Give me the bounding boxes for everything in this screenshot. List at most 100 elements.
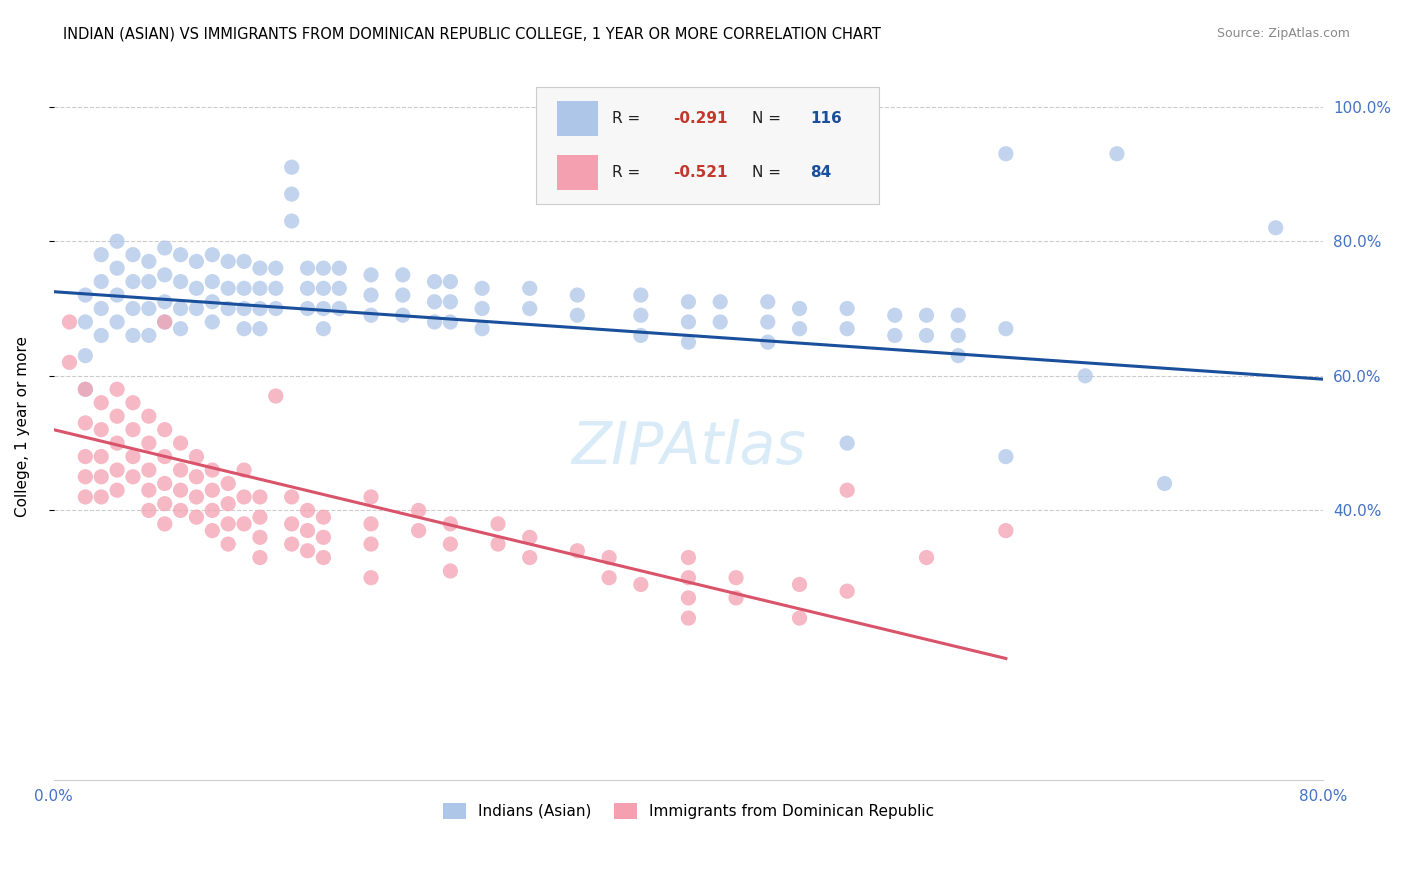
- Point: [249, 550, 271, 565]
- Point: [486, 537, 509, 551]
- Point: [75, 382, 97, 396]
- Point: [169, 275, 191, 289]
- Point: [948, 308, 970, 322]
- Point: [1264, 220, 1286, 235]
- Point: [217, 301, 239, 316]
- Point: [883, 308, 905, 322]
- Point: [217, 476, 239, 491]
- Point: [312, 301, 335, 316]
- Point: [1105, 146, 1128, 161]
- Point: [122, 301, 145, 316]
- Point: [90, 490, 112, 504]
- Point: [153, 450, 176, 464]
- Point: [201, 315, 224, 329]
- Point: [90, 301, 112, 316]
- Point: [138, 301, 160, 316]
- Point: [233, 281, 256, 295]
- Point: [75, 382, 97, 396]
- Point: [153, 268, 176, 282]
- Point: [105, 436, 128, 450]
- Point: [1153, 476, 1175, 491]
- Point: [725, 571, 748, 585]
- Point: [297, 261, 319, 276]
- Point: [280, 214, 302, 228]
- Point: [186, 510, 208, 524]
- Point: [75, 490, 97, 504]
- Point: [249, 261, 271, 276]
- Point: [105, 261, 128, 276]
- Point: [90, 328, 112, 343]
- Point: [837, 584, 859, 599]
- Point: [519, 550, 541, 565]
- Point: [153, 294, 176, 309]
- Point: [297, 301, 319, 316]
- Point: [423, 275, 446, 289]
- Point: [233, 301, 256, 316]
- Point: [328, 261, 350, 276]
- Point: [789, 301, 811, 316]
- Point: [297, 503, 319, 517]
- Point: [153, 516, 176, 531]
- Point: [439, 294, 461, 309]
- Point: [75, 469, 97, 483]
- Point: [201, 483, 224, 498]
- Point: [678, 294, 700, 309]
- Point: [439, 564, 461, 578]
- Point: [598, 160, 620, 174]
- Point: [153, 315, 176, 329]
- Point: [122, 469, 145, 483]
- Point: [153, 315, 176, 329]
- Point: [360, 268, 382, 282]
- Point: [201, 524, 224, 538]
- Point: [360, 516, 382, 531]
- Point: [122, 328, 145, 343]
- Point: [391, 288, 413, 302]
- Point: [391, 268, 413, 282]
- Point: [153, 497, 176, 511]
- Point: [217, 516, 239, 531]
- Point: [105, 483, 128, 498]
- Point: [233, 254, 256, 268]
- Point: [105, 409, 128, 424]
- Point: [249, 530, 271, 544]
- Point: [423, 294, 446, 309]
- Point: [678, 611, 700, 625]
- Point: [138, 463, 160, 477]
- Point: [201, 248, 224, 262]
- Point: [90, 423, 112, 437]
- Point: [264, 301, 287, 316]
- Point: [105, 234, 128, 248]
- Point: [519, 281, 541, 295]
- Point: [360, 490, 382, 504]
- Point: [567, 543, 589, 558]
- Point: [138, 328, 160, 343]
- Point: [217, 281, 239, 295]
- Point: [105, 382, 128, 396]
- Point: [598, 571, 620, 585]
- Point: [249, 281, 271, 295]
- Point: [915, 550, 938, 565]
- Point: [138, 483, 160, 498]
- Point: [122, 248, 145, 262]
- Point: [90, 450, 112, 464]
- Point: [153, 423, 176, 437]
- Point: [264, 261, 287, 276]
- Point: [439, 315, 461, 329]
- Point: [948, 328, 970, 343]
- Point: [312, 261, 335, 276]
- Point: [75, 416, 97, 430]
- Point: [312, 530, 335, 544]
- Point: [1074, 368, 1097, 383]
- Point: [280, 516, 302, 531]
- Point: [153, 241, 176, 255]
- Point: [598, 187, 620, 202]
- Point: [90, 469, 112, 483]
- Point: [789, 611, 811, 625]
- Legend: Indians (Asian), Immigrants from Dominican Republic: Indians (Asian), Immigrants from Dominic…: [436, 797, 941, 825]
- Point: [186, 281, 208, 295]
- Point: [169, 436, 191, 450]
- Point: [186, 469, 208, 483]
- Point: [217, 537, 239, 551]
- Point: [408, 503, 430, 517]
- Point: [75, 450, 97, 464]
